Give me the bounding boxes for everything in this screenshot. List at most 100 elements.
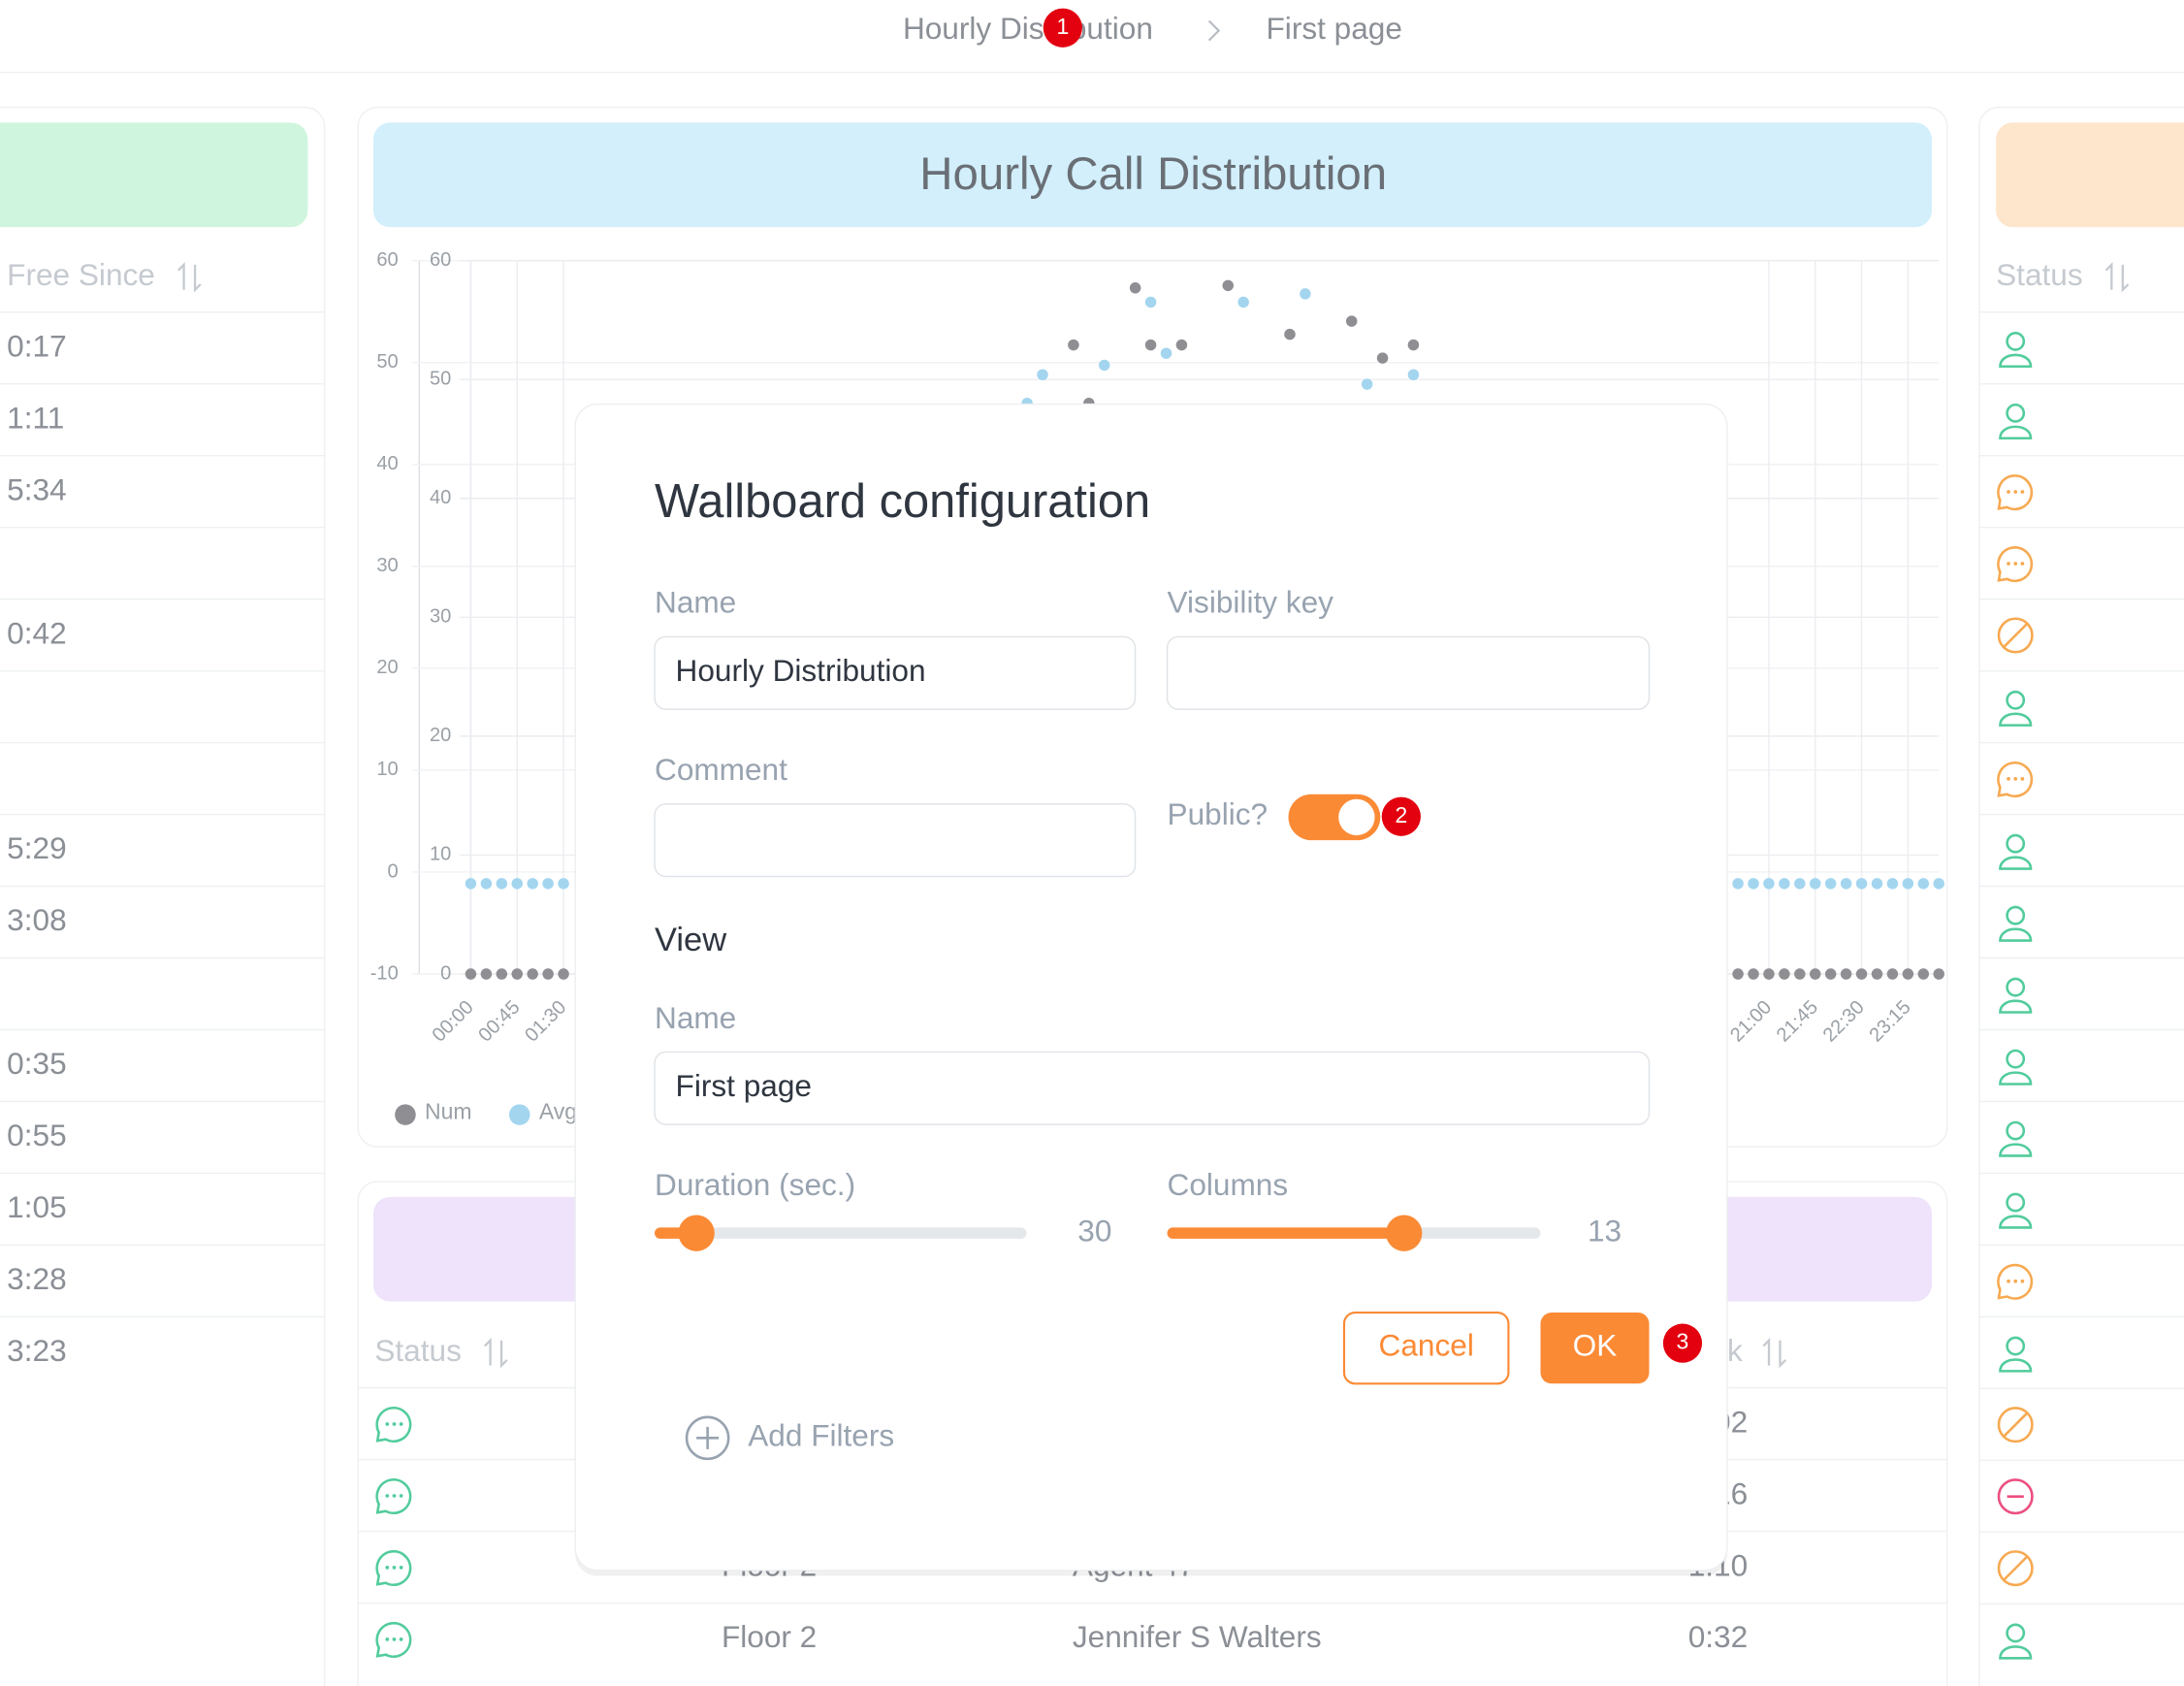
data-point	[1855, 968, 1868, 980]
status-icon	[399, 1566, 403, 1570]
data-point	[1175, 339, 1188, 351]
status-icon	[385, 1494, 390, 1498]
table-cell: 0:17	[7, 328, 66, 363]
status-icon	[385, 1422, 390, 1426]
button-label: Cancel	[1379, 1327, 1474, 1362]
sort-icon	[177, 262, 202, 293]
legend-label: Avg	[539, 1099, 577, 1124]
sort-icon	[2104, 262, 2130, 293]
status-icon	[2020, 1279, 2025, 1283]
slider-value: 30	[1077, 1214, 1111, 1248]
status-icon	[2007, 1279, 2010, 1283]
slider-track	[655, 1227, 1027, 1239]
y2-tick-label: 40	[430, 487, 451, 508]
left-panel	[0, 106, 326, 1686]
status-icon	[2006, 1336, 2026, 1356]
y2-tick-label: 50	[430, 368, 451, 389]
status-icon	[399, 1422, 403, 1426]
modal: Wallboard configuration Name Hourly Dist…	[574, 403, 1728, 1576]
status-icon	[2006, 1120, 2026, 1141]
table-cell: 0:42	[7, 615, 66, 650]
badge-label: 3	[1677, 1329, 1689, 1354]
chart-panel-header	[372, 122, 1933, 228]
data-point	[1237, 296, 1249, 308]
data-point	[1748, 878, 1759, 890]
field-label: Columns	[1168, 1167, 1289, 1202]
data-point	[480, 968, 493, 980]
columns-slider[interactable]	[1386, 1215, 1423, 1251]
breadcrumb-item[interactable]: Hourly Distribution	[903, 11, 1153, 46]
data-point	[527, 878, 538, 890]
status-icon	[1999, 1645, 2033, 1660]
status-icon	[2020, 490, 2025, 494]
y-tick-label: 0	[388, 860, 399, 882]
data-point	[1160, 347, 1172, 359]
view-name-input[interactable]	[654, 1051, 1651, 1125]
data-point	[1886, 878, 1899, 890]
data-point	[1933, 878, 1944, 890]
ok-button[interactable]	[1540, 1313, 1650, 1384]
status-icon	[392, 1566, 397, 1570]
status-icon	[392, 1637, 397, 1641]
status-icon	[1999, 856, 2033, 870]
badge-label: 1	[1056, 14, 1069, 39]
status-icon	[2006, 1049, 2026, 1069]
y2-tick-label: 30	[430, 606, 451, 628]
data-point	[465, 878, 477, 890]
data-point	[1361, 378, 1373, 390]
status-icon	[399, 1494, 403, 1498]
status-icon	[1999, 1215, 2033, 1229]
status-icon	[2003, 623, 2028, 648]
cancel-button[interactable]	[1342, 1311, 1510, 1385]
data-point	[1917, 878, 1930, 890]
status-icon	[2007, 777, 2010, 781]
status-icon	[1999, 1143, 2033, 1157]
status-icon	[2007, 490, 2010, 494]
status-icon	[2013, 490, 2018, 494]
data-point	[1779, 968, 1790, 980]
y2-tick-label: 10	[430, 844, 451, 865]
data-point	[1407, 339, 1420, 351]
data-point	[1917, 968, 1930, 980]
add-filters-link[interactable]: Add Filters	[748, 1418, 894, 1453]
legend-swatch	[395, 1104, 416, 1125]
data-point	[1068, 339, 1079, 351]
name-input[interactable]	[654, 635, 1137, 710]
input-value: First page	[676, 1068, 812, 1103]
section-title: View	[655, 922, 726, 958]
table-cell: Jennifer S Walters	[1073, 1619, 1322, 1654]
data-point	[1732, 878, 1744, 890]
data-point	[1810, 878, 1821, 890]
modal-title: Wallboard configuration	[655, 475, 1150, 528]
data-point	[1144, 296, 1157, 308]
table-cell: 0:32	[1688, 1619, 1748, 1654]
data-point	[1284, 328, 1296, 340]
duration-slider[interactable]	[678, 1215, 715, 1251]
table-cell: 1:11	[7, 400, 64, 435]
data-point	[1810, 968, 1821, 980]
data-point	[1732, 968, 1744, 980]
comment-input[interactable]	[654, 803, 1137, 878]
field-label: Comment	[655, 752, 787, 787]
toggle-knob	[1338, 798, 1375, 836]
status-icon	[1997, 546, 2034, 583]
right-panel-header	[1996, 122, 2184, 228]
table-cell: Floor 2	[722, 1619, 817, 1654]
status-icon	[375, 1621, 412, 1658]
table-cell: 3:23	[7, 1333, 66, 1368]
data-point	[1037, 369, 1048, 381]
input-value: Hourly Distribution	[676, 653, 926, 688]
status-icon	[2003, 1412, 2028, 1438]
data-point	[511, 878, 523, 890]
slider-fill	[1167, 1227, 1404, 1239]
y-tick-label: 20	[376, 657, 398, 678]
y-tick-label: -10	[370, 962, 399, 984]
breadcrumb-item[interactable]: First page	[1267, 11, 1402, 46]
status-icon	[392, 1494, 397, 1498]
visibility-input[interactable]	[1166, 635, 1651, 710]
status-icon	[1997, 1263, 2034, 1300]
data-point	[1840, 968, 1852, 980]
status-icon	[2003, 1556, 2028, 1581]
field-label: Name	[655, 585, 736, 620]
